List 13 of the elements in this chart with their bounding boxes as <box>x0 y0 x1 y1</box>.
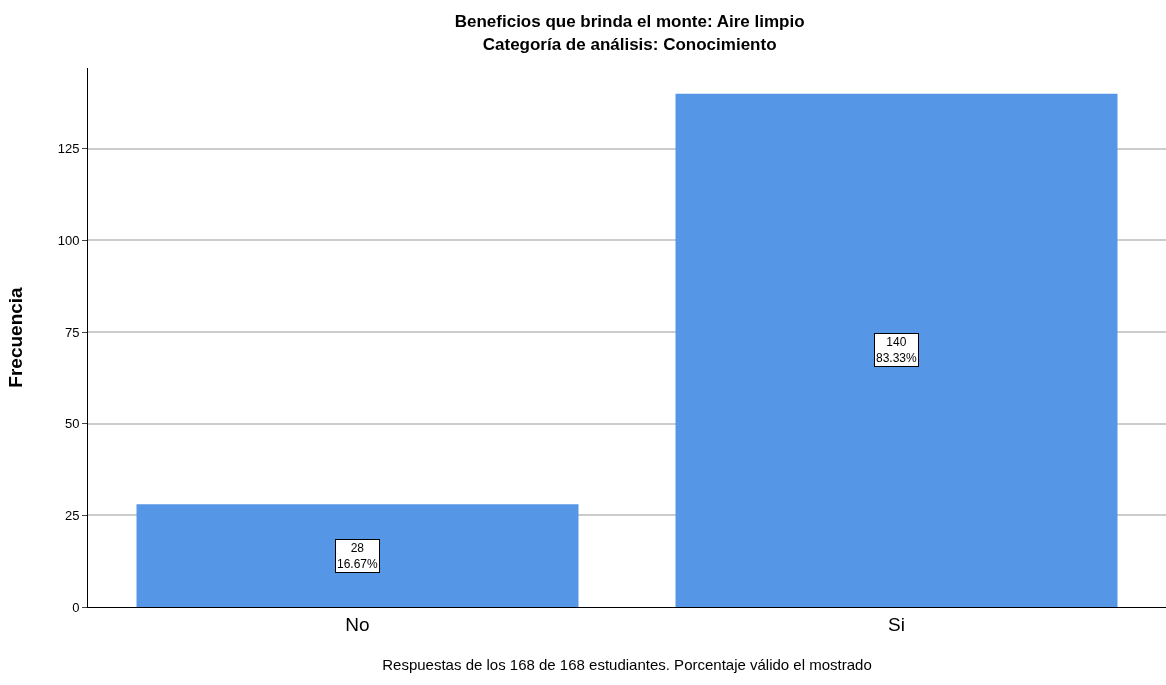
data-label: 140 83.33% <box>876 335 918 365</box>
y-tick-label: 75 <box>64 324 80 340</box>
y-axis-title: Frecuencia <box>4 286 26 388</box>
y-tick-label: 125 <box>57 141 80 157</box>
y-tick-label: 25 <box>64 507 80 523</box>
y-tick-label: 50 <box>64 416 80 432</box>
data-label: 28 16.67% <box>337 541 379 571</box>
chart-title: Beneficios que brinda el monte: Aire limpio Categoría de análisis: Conocimiento <box>454 12 805 54</box>
x-axis-title: Respuestas de los 168 de 168 estudiantes. Porcentaje válido el mostrado <box>382 655 872 673</box>
y-tick-label: 0 <box>72 599 80 615</box>
y-tick-label: 100 <box>57 232 80 248</box>
x-tick-label: Si <box>888 613 905 635</box>
x-tick-label: No <box>345 613 370 635</box>
